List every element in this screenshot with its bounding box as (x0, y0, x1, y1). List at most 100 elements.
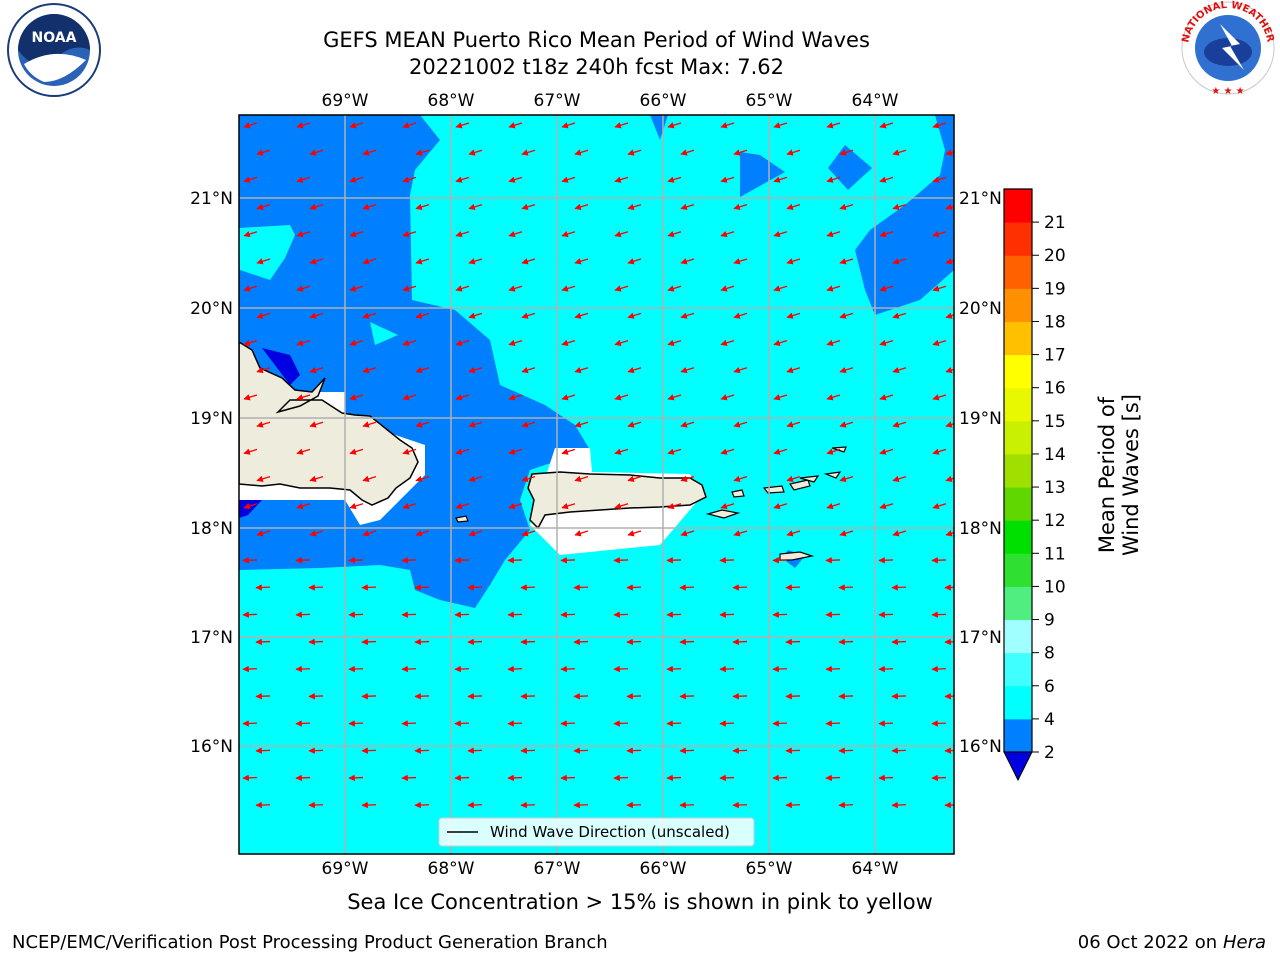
wave-direction-arrow (521, 312, 536, 319)
wave-direction-arrow (786, 149, 801, 156)
wave-direction-arrow (786, 475, 801, 482)
colorbar-segment (1004, 420, 1032, 455)
svg-text:★ ★ ★: ★ ★ ★ (1211, 86, 1244, 97)
wave-direction-arrow (944, 692, 954, 700)
wave-direction-arrow (454, 774, 470, 782)
wave-direction-arrow (892, 312, 907, 319)
wave-direction-arrow (826, 176, 841, 183)
colorbar-tick-label: 2 (1044, 743, 1055, 763)
wave-direction-arrow (838, 801, 854, 809)
wave-direction-arrow (785, 692, 801, 700)
wave-direction-arrow (573, 801, 589, 809)
colorbar-tick-label: 8 (1044, 644, 1055, 664)
wave-direction-arrow (667, 339, 682, 346)
wave-direction-arrow (414, 692, 430, 700)
wave-direction-arrow (667, 230, 682, 238)
wave-direction-arrow (467, 692, 483, 700)
wave-direction-arrow (296, 502, 311, 510)
wave-direction-arrow (892, 475, 907, 482)
wave-direction-arrow (944, 801, 954, 809)
wave-direction-arrow (614, 502, 629, 510)
wave-direction-arrow (454, 556, 470, 564)
wave-direction-arrow (613, 720, 629, 727)
wave-direction-arrow (520, 801, 536, 809)
wave-direction-arrow (826, 230, 841, 238)
colorbar: 2 4 6 8 9 10 11 12 13 14 15 16 17 18 19 20 21 (1003, 188, 1066, 782)
wave-direction-arrow (309, 366, 324, 374)
wave-direction-arrow (521, 258, 536, 265)
wave-direction-arrow (720, 448, 735, 455)
wave-direction-arrow (839, 475, 854, 482)
wave-direction-arrow (296, 394, 311, 401)
wave-direction-arrow (825, 665, 841, 673)
wave-direction-arrow (455, 502, 470, 510)
wave-direction-arrow (892, 258, 907, 265)
colorbar-segment (1004, 553, 1032, 587)
colorbar-tick-label: 12 (1044, 511, 1066, 531)
wave-direction-arrow (574, 203, 589, 210)
ocean-period-4s-ne (855, 115, 954, 315)
wave-direction-arrow (361, 692, 377, 700)
wave-direction-arrow (932, 339, 947, 346)
wave-direction-arrow (720, 502, 735, 510)
wave-direction-arrow (574, 149, 589, 156)
wave-direction-arrow (825, 720, 841, 727)
ocean-period-2s (262, 348, 300, 385)
svg-text:21°N: 21°N (190, 189, 233, 209)
wave-direction-arrow (891, 692, 907, 700)
wave-direction-arrow (680, 421, 695, 428)
wave-direction-arrow (627, 475, 642, 482)
wave-direction-arrow (786, 258, 801, 265)
wave-direction-arrow (944, 584, 954, 591)
wave-direction-arrow (415, 421, 430, 428)
colorbar-tick-label: 18 (1044, 312, 1066, 332)
wave-direction-arrow (719, 665, 735, 673)
lat-labels-right: 21°N 20°N 19°N 18°N 17°N 16°N (959, 189, 1002, 757)
colorbar-tick-label: 20 (1044, 246, 1066, 266)
wave-direction-arrow (879, 230, 894, 238)
colorbar-tick-label: 16 (1044, 379, 1066, 399)
wave-direction-arrow (719, 556, 735, 564)
wave-direction-arrow (521, 366, 536, 374)
wave-direction-arrow (308, 638, 324, 646)
wave-direction-arrow (945, 149, 954, 156)
wave-direction-arrow (613, 774, 629, 782)
wave-direction-arrow (467, 638, 483, 646)
wave-direction-arrow (468, 258, 483, 265)
wave-direction-arrow (666, 556, 682, 564)
wave-direction-arrow (467, 584, 483, 591)
wave-direction-arrow (348, 556, 364, 564)
wave-direction-arrow (732, 747, 748, 754)
wave-direction-arrow (666, 665, 682, 673)
wave-direction-arrow (626, 801, 642, 809)
wave-direction-arrow (402, 339, 417, 346)
wave-direction-arrow (242, 665, 258, 673)
wave-direction-arrow (296, 285, 311, 292)
wave-direction-arrow (719, 720, 735, 727)
svg-text:65°W: 65°W (746, 859, 793, 879)
svg-text:17°N: 17°N (959, 628, 1002, 648)
wave-direction-arrow (295, 611, 311, 618)
wave-direction-arrow (508, 502, 523, 510)
wave-direction-arrow (879, 285, 894, 292)
svg-text:64°W: 64°W (852, 859, 899, 879)
colorbar-segment (1004, 354, 1032, 389)
wave-direction-arrow (309, 149, 324, 156)
wave-direction-arrow (720, 339, 735, 346)
wave-direction-arrow (295, 556, 311, 564)
wave-direction-arrow (879, 176, 894, 183)
wave-direction-arrow (454, 720, 470, 727)
wave-direction-arrow (839, 366, 854, 374)
wave-direction-arrow (667, 176, 682, 183)
wave-direction-arrow (626, 638, 642, 646)
svg-text:68°W: 68°W (428, 859, 475, 879)
wave-direction-arrow (574, 366, 589, 374)
wave-direction-arrow (879, 339, 894, 346)
wave-direction-arrow (573, 692, 589, 700)
wave-direction-arrow (256, 258, 271, 265)
wave-direction-arrow (308, 801, 324, 809)
wave-direction-arrow (402, 285, 417, 292)
wave-direction-arrow (733, 258, 748, 265)
wave-direction-arrow (243, 285, 258, 292)
